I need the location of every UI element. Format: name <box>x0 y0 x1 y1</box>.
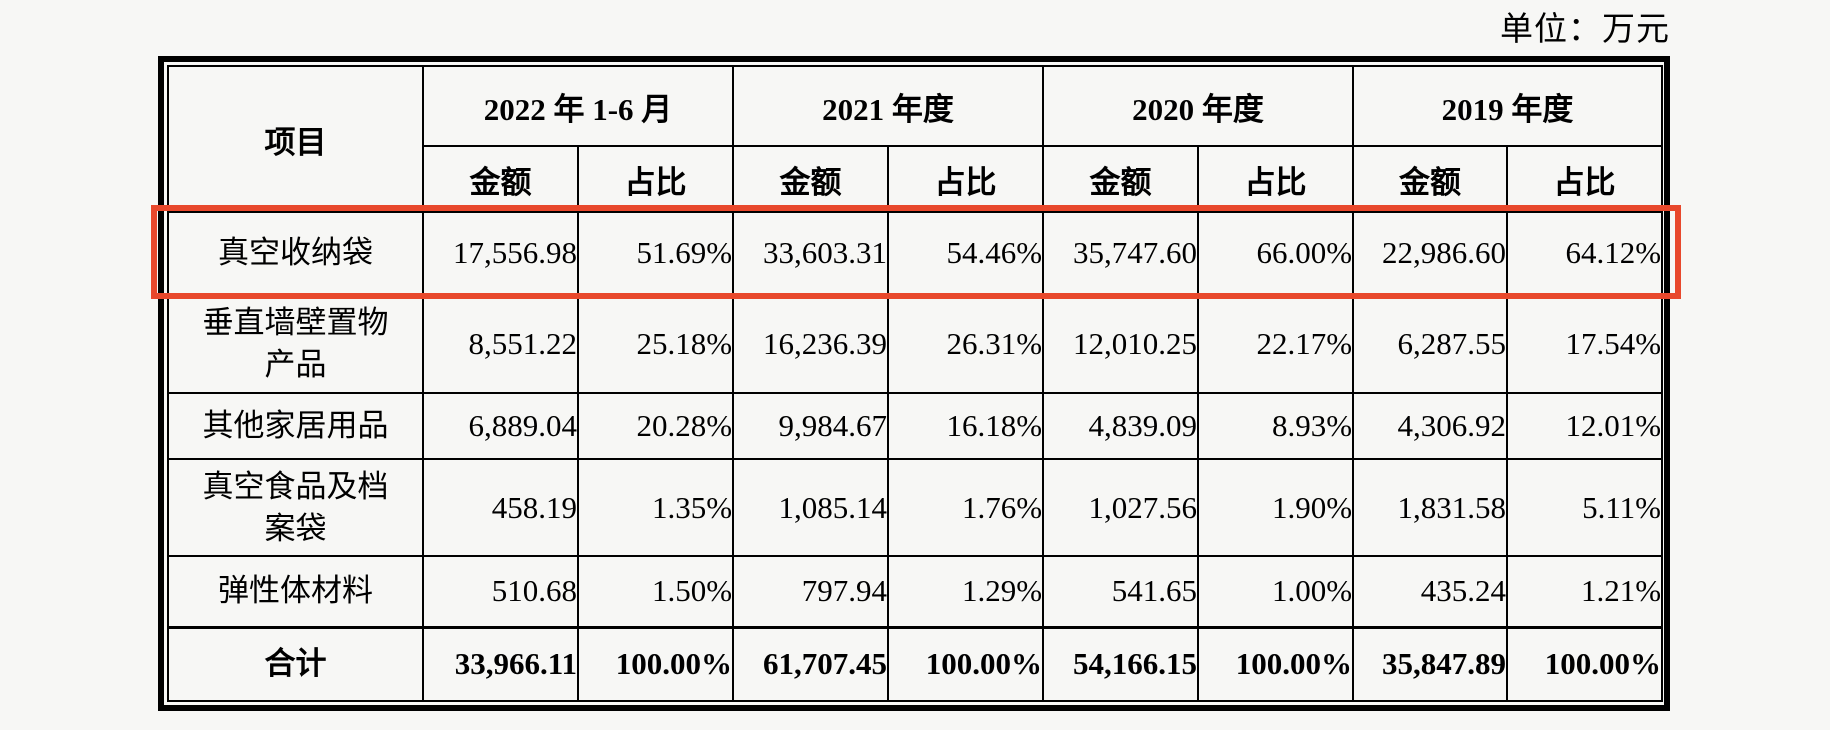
amount-cell: 33,966.11 <box>422 625 579 702</box>
amount-cell: 1,027.56 <box>1042 458 1200 557</box>
amount-cell: 510.68 <box>422 555 579 628</box>
amount-cell: 458.19 <box>422 458 579 557</box>
ratio-cell: 5.11% <box>1506 458 1664 557</box>
period-header-2020: 2020 年度 <box>1042 65 1355 147</box>
ratio-cell: 17.54% <box>1506 293 1664 394</box>
amount-cell: 1,831.58 <box>1352 458 1509 557</box>
amount-cell: 1,085.14 <box>732 458 890 557</box>
ratio-cell: 8.93% <box>1197 392 1355 460</box>
ratio-cell: 22.17% <box>1197 293 1355 394</box>
ratio-header: 占比 <box>1506 145 1664 213</box>
ratio-cell: 1.76% <box>887 458 1045 557</box>
amount-cell: 61,707.45 <box>732 625 890 702</box>
ratio-cell: 1.35% <box>576 458 735 557</box>
period-header-2022: 2022 年 1-6 月 <box>421 65 735 147</box>
amount-cell: 22,986.60 <box>1352 211 1509 295</box>
amount-cell: 33,603.31 <box>732 211 890 295</box>
amount-cell: 4,839.09 <box>1042 392 1200 460</box>
ratio-cell: 26.31% <box>887 293 1045 394</box>
ratio-cell: 1.50% <box>576 555 735 628</box>
amount-cell: 541.65 <box>1042 555 1200 628</box>
period-header-2019: 2019 年度 <box>1352 65 1664 147</box>
table-row-vacuum-food-archive-bags: 真空食品及档 案袋 458.19 1.35% 1,085.14 1.76% 1,… <box>167 458 1664 557</box>
ratio-cell: 51.69% <box>576 211 735 295</box>
ratio-header: 占比 <box>887 145 1045 213</box>
table-row-elastomer-materials: 弹性体材料 510.68 1.50% 797.94 1.29% 541.65 1… <box>167 555 1664 628</box>
ratio-cell: 12.01% <box>1506 392 1664 460</box>
revenue-breakdown-table: 项目 2022 年 1-6 月 2021 年度 2020 年度 2019 年度 … <box>167 65 1664 702</box>
amount-header: 金额 <box>1352 145 1509 213</box>
ratio-cell: 64.12% <box>1506 211 1664 295</box>
amount-cell: 4,306.92 <box>1352 392 1509 460</box>
amount-cell: 35,747.60 <box>1042 211 1200 295</box>
ratio-header: 占比 <box>1197 145 1355 213</box>
ratio-cell: 16.18% <box>887 392 1045 460</box>
amount-cell: 17,556.98 <box>422 211 579 295</box>
ratio-cell: 1.00% <box>1197 555 1355 628</box>
row-label: 真空食品及档 案袋 <box>167 458 424 557</box>
ratio-header: 占比 <box>576 145 735 213</box>
amount-header: 金额 <box>732 145 890 213</box>
header-row-periods: 项目 2022 年 1-6 月 2021 年度 2020 年度 2019 年度 <box>167 65 1664 213</box>
amount-cell: 6,889.04 <box>422 392 579 460</box>
row-label: 合计 <box>167 625 424 702</box>
financial-table: 项目 2022 年 1-6 月 2021 年度 2020 年度 2019 年度 … <box>151 56 1681 711</box>
table-row-wall-storage-products: 垂直墙壁置物 产品 8,551.22 25.18% 16,236.39 26.3… <box>167 293 1664 394</box>
amount-cell: 9,984.67 <box>732 392 890 460</box>
unit-label: 单位：万元 <box>1500 12 1670 48</box>
ratio-cell: 1.21% <box>1506 555 1664 628</box>
amount-header: 金额 <box>1042 145 1200 213</box>
ratio-cell: 100.00% <box>1197 625 1355 702</box>
amount-cell: 16,236.39 <box>732 293 890 394</box>
ratio-cell: 100.00% <box>576 625 735 702</box>
amount-cell: 8,551.22 <box>422 293 579 394</box>
ratio-cell: 54.46% <box>887 211 1045 295</box>
ratio-cell: 20.28% <box>576 392 735 460</box>
amount-cell: 435.24 <box>1352 555 1509 628</box>
row-label: 真空收纳袋 <box>167 211 424 295</box>
table-row-other-household-goods: 其他家居用品 6,889.04 20.28% 9,984.67 16.18% 4… <box>167 392 1664 460</box>
ratio-cell: 66.00% <box>1197 211 1355 295</box>
amount-header: 金额 <box>422 145 579 213</box>
ratio-cell: 25.18% <box>576 293 735 394</box>
amount-cell: 6,287.55 <box>1352 293 1509 394</box>
row-label: 弹性体材料 <box>167 555 424 628</box>
table-row-total: 合计 33,966.11 100.00% 61,707.45 100.00% 5… <box>167 625 1664 702</box>
ratio-cell: 1.90% <box>1197 458 1355 557</box>
period-header-2021: 2021 年度 <box>732 65 1045 147</box>
amount-cell: 54,166.15 <box>1042 625 1200 702</box>
header-row-subcolumns: 金额 占比 金额 占比 金额 占比 金额 占比 <box>168 145 1664 213</box>
table-row-vacuum-storage-bags: 真空收纳袋 17,556.98 51.69% 33,603.31 54.46% … <box>167 211 1664 295</box>
row-label: 其他家居用品 <box>167 392 424 460</box>
row-label: 垂直墙壁置物 产品 <box>167 293 424 394</box>
amount-cell: 12,010.25 <box>1042 293 1200 394</box>
amount-cell: 797.94 <box>732 555 890 628</box>
ratio-cell: 100.00% <box>887 625 1045 702</box>
item-column-header: 项目 <box>167 65 424 213</box>
amount-cell: 35,847.89 <box>1352 625 1509 702</box>
ratio-cell: 1.29% <box>887 555 1045 628</box>
ratio-cell: 100.00% <box>1506 625 1664 702</box>
